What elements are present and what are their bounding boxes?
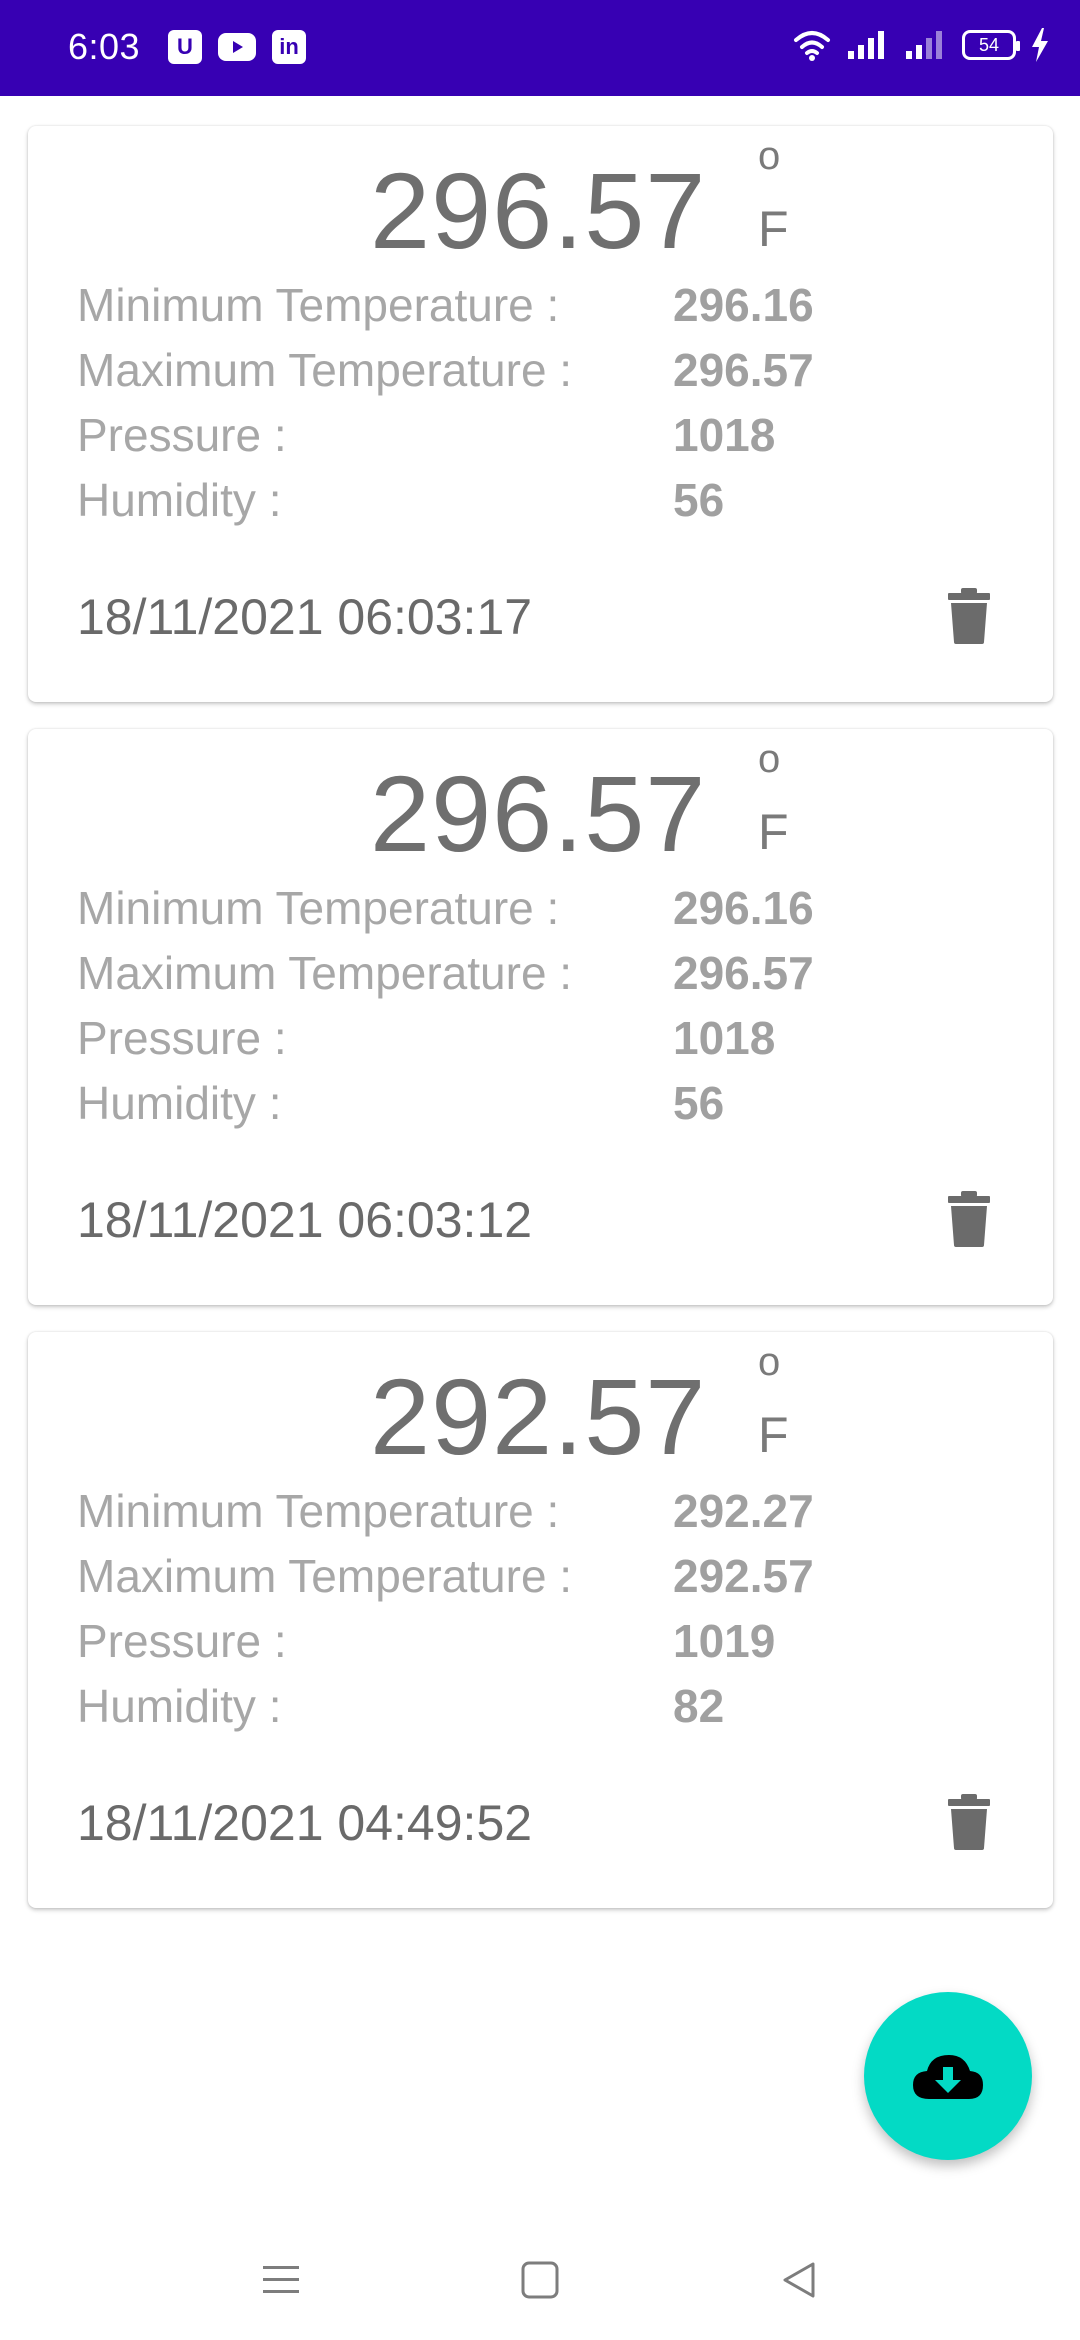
- u-app-icon: U: [168, 30, 202, 64]
- system-status-icons: 54: [792, 28, 1050, 62]
- record-timestamp: 18/11/2021 04:49:52: [77, 1795, 533, 1851]
- degree-symbol: o: [758, 1340, 781, 1384]
- weather-record-card: 292.57 o F Minimum Temperature : 292.27 …: [28, 1332, 1053, 1908]
- humidity-label: Humidity :: [77, 1680, 282, 1732]
- humidity-value: 82: [673, 1680, 725, 1732]
- navigation-bar: [0, 2220, 1080, 2340]
- max-temperature-label: Maximum Temperature :: [77, 947, 573, 999]
- min-temperature-label: Minimum Temperature :: [77, 279, 560, 331]
- signal-icon: [848, 31, 884, 59]
- record-timestamp: 18/11/2021 06:03:17: [77, 589, 533, 645]
- pressure-value: 1019: [673, 1615, 776, 1667]
- trash-icon: [948, 588, 990, 644]
- max-temperature-value: 296.57: [673, 947, 814, 999]
- weather-record-list: 296.57 o F Minimum Temperature : 296.16 …: [28, 126, 1053, 1935]
- humidity-row: Humidity : 82: [77, 1679, 977, 1739]
- pressure-label: Pressure :: [77, 1615, 287, 1667]
- pressure-value: 1018: [673, 1012, 776, 1064]
- weather-record-card: 296.57 o F Minimum Temperature : 296.16 …: [28, 729, 1053, 1305]
- youtube-icon: [218, 33, 256, 61]
- humidity-value: 56: [673, 474, 725, 526]
- delete-button[interactable]: [942, 584, 996, 648]
- delete-button[interactable]: [942, 1187, 996, 1251]
- humidity-row: Humidity : 56: [77, 473, 977, 533]
- min-temperature-row: Minimum Temperature : 292.27: [77, 1484, 977, 1544]
- back-triangle-icon: [783, 2262, 815, 2298]
- download-fab[interactable]: [864, 1992, 1032, 2160]
- home-square-icon: [521, 2261, 559, 2299]
- charging-icon: [1032, 28, 1048, 62]
- humidity-label: Humidity :: [77, 1077, 282, 1129]
- nav-home-button[interactable]: [505, 2250, 575, 2310]
- battery-icon: 54: [962, 30, 1020, 60]
- max-temperature-label: Maximum Temperature :: [77, 344, 573, 396]
- temperature-value: 296.57: [370, 150, 707, 271]
- humidity-value: 56: [673, 1077, 725, 1129]
- nav-menu-button[interactable]: [246, 2250, 316, 2310]
- max-temperature-row: Maximum Temperature : 296.57: [77, 946, 977, 1006]
- cloud-download-icon: [913, 2055, 983, 2099]
- min-temperature-label: Minimum Temperature :: [77, 882, 560, 934]
- status-bar: 6:03 U in 54: [0, 0, 1080, 96]
- max-temperature-value: 292.57: [673, 1550, 814, 1602]
- min-temperature-value: 292.27: [673, 1485, 814, 1537]
- degree-symbol: o: [758, 134, 781, 178]
- temperature-value: 292.57: [370, 1356, 707, 1477]
- min-temperature-value: 296.16: [673, 882, 814, 934]
- min-temperature-label: Minimum Temperature :: [77, 1485, 560, 1537]
- pressure-value: 1018: [673, 409, 776, 461]
- max-temperature-label: Maximum Temperature :: [77, 1550, 573, 1602]
- pressure-label: Pressure :: [77, 1012, 287, 1064]
- pressure-row: Pressure : 1019: [77, 1614, 977, 1674]
- notification-icons: U in: [168, 30, 306, 64]
- temperature-unit: F: [758, 804, 789, 860]
- trash-icon: [948, 1191, 990, 1247]
- temperature-unit: F: [758, 201, 789, 257]
- temperature-value: 296.57: [370, 753, 707, 874]
- linkedin-icon: in: [272, 30, 306, 64]
- record-timestamp: 18/11/2021 06:03:12: [77, 1192, 533, 1248]
- min-temperature-row: Minimum Temperature : 296.16: [77, 278, 977, 338]
- menu-icon: [263, 2266, 299, 2293]
- max-temperature-value: 296.57: [673, 344, 814, 396]
- nav-back-button[interactable]: [764, 2250, 834, 2310]
- degree-symbol: o: [758, 737, 781, 781]
- max-temperature-row: Maximum Temperature : 296.57: [77, 343, 977, 403]
- temperature-unit: F: [758, 1407, 789, 1463]
- pressure-row: Pressure : 1018: [77, 1011, 977, 1071]
- signal-icon: [906, 31, 942, 59]
- status-time: 6:03: [68, 26, 141, 67]
- min-temperature-value: 296.16: [673, 279, 814, 331]
- pressure-label: Pressure :: [77, 409, 287, 461]
- humidity-row: Humidity : 56: [77, 1076, 977, 1136]
- min-temperature-row: Minimum Temperature : 296.16: [77, 881, 977, 941]
- trash-icon: [948, 1794, 990, 1850]
- pressure-row: Pressure : 1018: [77, 408, 977, 468]
- wifi-icon: [794, 31, 830, 61]
- delete-button[interactable]: [942, 1790, 996, 1854]
- weather-record-card: 296.57 o F Minimum Temperature : 296.16 …: [28, 126, 1053, 702]
- max-temperature-row: Maximum Temperature : 292.57: [77, 1549, 977, 1609]
- humidity-label: Humidity :: [77, 474, 282, 526]
